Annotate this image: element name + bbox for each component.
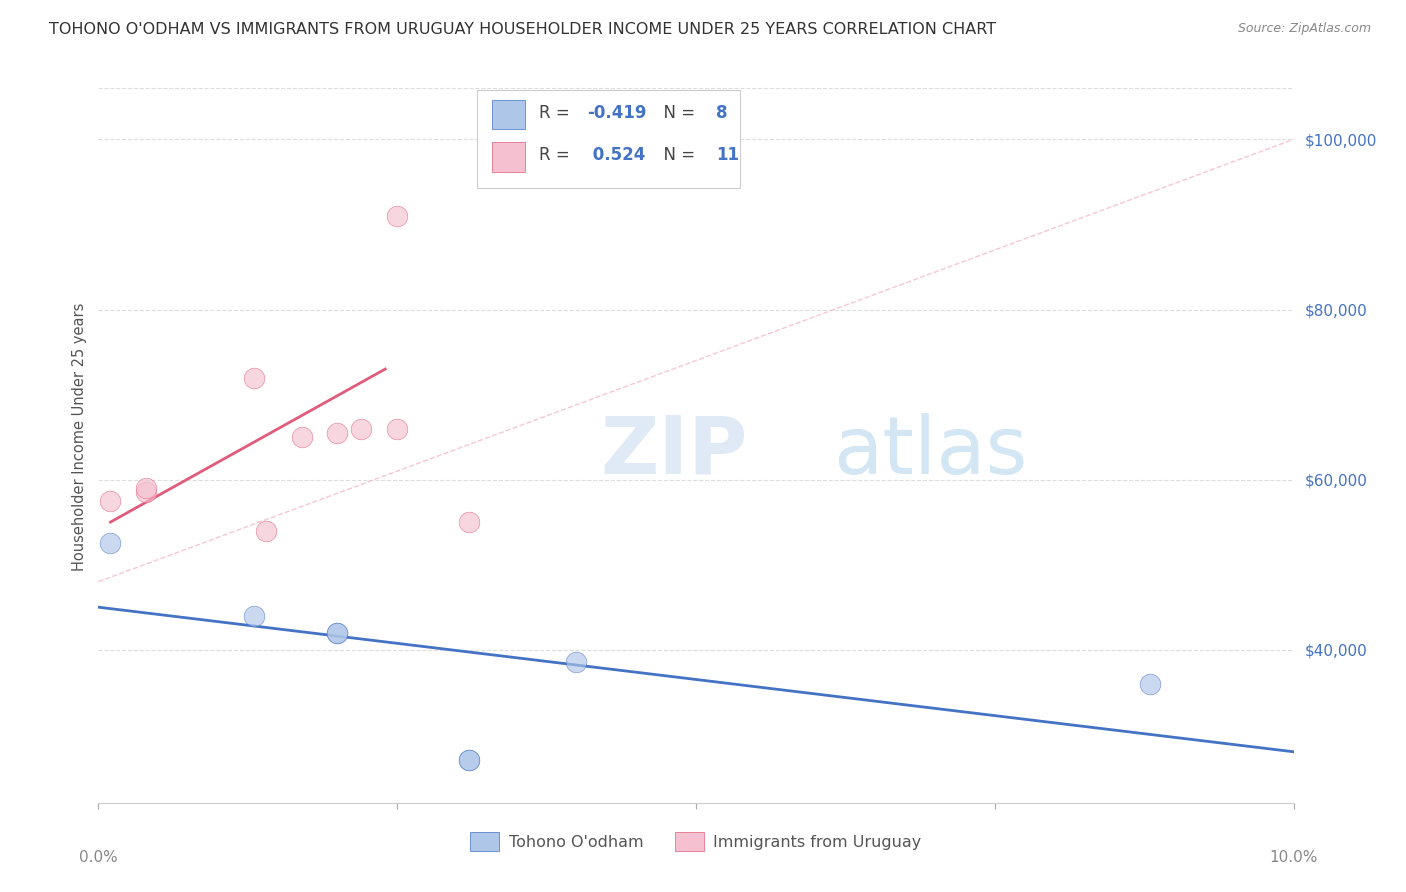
Text: 0.524: 0.524 [588, 146, 645, 164]
Text: R =: R = [540, 104, 575, 122]
Point [385, 421, 409, 435]
Point [458, 753, 481, 767]
Text: 8: 8 [716, 104, 728, 122]
Text: ZIP: ZIP [600, 413, 748, 491]
Legend: Tohono O'odham, Immigrants from Uruguay: Tohono O'odham, Immigrants from Uruguay [464, 826, 928, 857]
Text: 10.0%: 10.0% [1270, 849, 1317, 864]
Point [291, 430, 314, 444]
Text: N =: N = [652, 146, 700, 164]
Y-axis label: Householder Income Under 25 years: Householder Income Under 25 years [72, 303, 87, 571]
Point [326, 625, 349, 640]
Text: 0.0%: 0.0% [79, 849, 118, 864]
Point [243, 608, 266, 623]
Point [326, 425, 349, 440]
Point [98, 494, 122, 508]
Point [350, 421, 373, 435]
Text: R =: R = [540, 146, 575, 164]
Text: atlas: atlas [834, 413, 1028, 491]
Bar [492, 100, 524, 129]
FancyBboxPatch shape [477, 90, 740, 188]
Text: Source: ZipAtlas.com: Source: ZipAtlas.com [1237, 22, 1371, 36]
Text: TOHONO O'ODHAM VS IMMIGRANTS FROM URUGUAY HOUSEHOLDER INCOME UNDER 25 YEARS CORR: TOHONO O'ODHAM VS IMMIGRANTS FROM URUGUA… [49, 22, 997, 37]
Point [254, 524, 277, 538]
Point [385, 209, 409, 223]
Text: -0.419: -0.419 [588, 104, 647, 122]
Text: N =: N = [652, 104, 700, 122]
Point [458, 753, 481, 767]
Point [135, 481, 157, 495]
Text: 11: 11 [716, 146, 740, 164]
Point [458, 515, 481, 529]
Point [243, 370, 266, 384]
Point [98, 536, 122, 550]
Point [135, 485, 157, 500]
Bar [492, 143, 524, 171]
Point [326, 625, 349, 640]
Point [565, 656, 588, 670]
Point [1139, 677, 1161, 691]
